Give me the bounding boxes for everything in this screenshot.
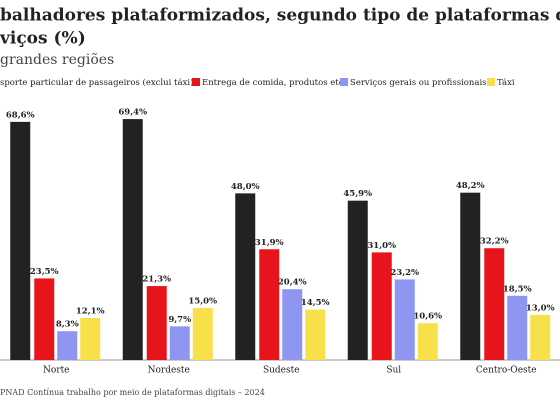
value-label: 21,3% — [142, 275, 171, 285]
legend-label: Entrega de comida, produtos etc. — [202, 78, 346, 88]
bar — [192, 307, 213, 360]
bar — [305, 309, 326, 360]
x-tick-label: Sudeste — [263, 366, 300, 376]
legend-label: Táxi — [497, 77, 515, 88]
legend-swatch — [192, 78, 200, 86]
source: PNAD Contínua trabalho por meio de plata… — [0, 388, 265, 397]
value-label: 23,2% — [390, 268, 419, 278]
value-label: 9,7% — [168, 315, 191, 325]
value-label: 13,0% — [526, 303, 555, 313]
value-label: 68,6% — [6, 110, 35, 120]
value-label: 48,2% — [456, 181, 485, 191]
bar — [282, 289, 303, 360]
bar — [394, 279, 415, 360]
bar — [460, 192, 481, 360]
bar — [371, 252, 392, 360]
legend-label: sporte particular de passageiros (exclui… — [0, 77, 193, 88]
bar — [347, 200, 368, 360]
x-tick-label: Centro-Oeste — [476, 366, 537, 376]
bar — [417, 323, 438, 360]
value-label: 20,4% — [278, 278, 307, 288]
x-tick-label: Sul — [386, 366, 401, 376]
bar — [259, 249, 280, 360]
value-label: 8,3% — [56, 320, 79, 330]
bar — [80, 317, 101, 360]
value-label: 31,9% — [255, 238, 284, 248]
subtitle: grandes regiões — [0, 52, 114, 68]
bar — [235, 193, 256, 360]
value-label: 32,2% — [480, 237, 509, 247]
bar — [57, 331, 78, 360]
chart-title: viços (%) — [0, 29, 86, 49]
value-label: 10,6% — [413, 312, 442, 322]
value-label: 69,4% — [118, 108, 147, 118]
value-label: 45,9% — [343, 189, 372, 199]
value-label: 14,5% — [301, 298, 330, 308]
legend-swatch — [487, 78, 495, 86]
value-label: 48,0% — [231, 182, 260, 192]
value-label: 31,0% — [367, 241, 396, 251]
bar — [122, 119, 143, 360]
legend-label: Serviços gerais ou profissionais — [350, 78, 487, 88]
bar — [530, 314, 551, 360]
x-tick-label: Nordeste — [148, 366, 190, 376]
bar — [507, 295, 528, 360]
value-label: 18,5% — [503, 284, 532, 294]
x-tick-label: Norte — [43, 366, 70, 376]
bar — [146, 286, 167, 360]
bar — [484, 248, 505, 360]
value-label: 15,0% — [188, 296, 217, 306]
chart-title: balhadores plataformizados, segundo tipo… — [0, 6, 560, 26]
bar — [169, 326, 190, 360]
value-label: 23,5% — [30, 267, 59, 277]
value-label: 12,1% — [76, 306, 105, 316]
legend-swatch — [340, 78, 348, 86]
bar — [34, 278, 55, 360]
bar — [10, 121, 31, 360]
